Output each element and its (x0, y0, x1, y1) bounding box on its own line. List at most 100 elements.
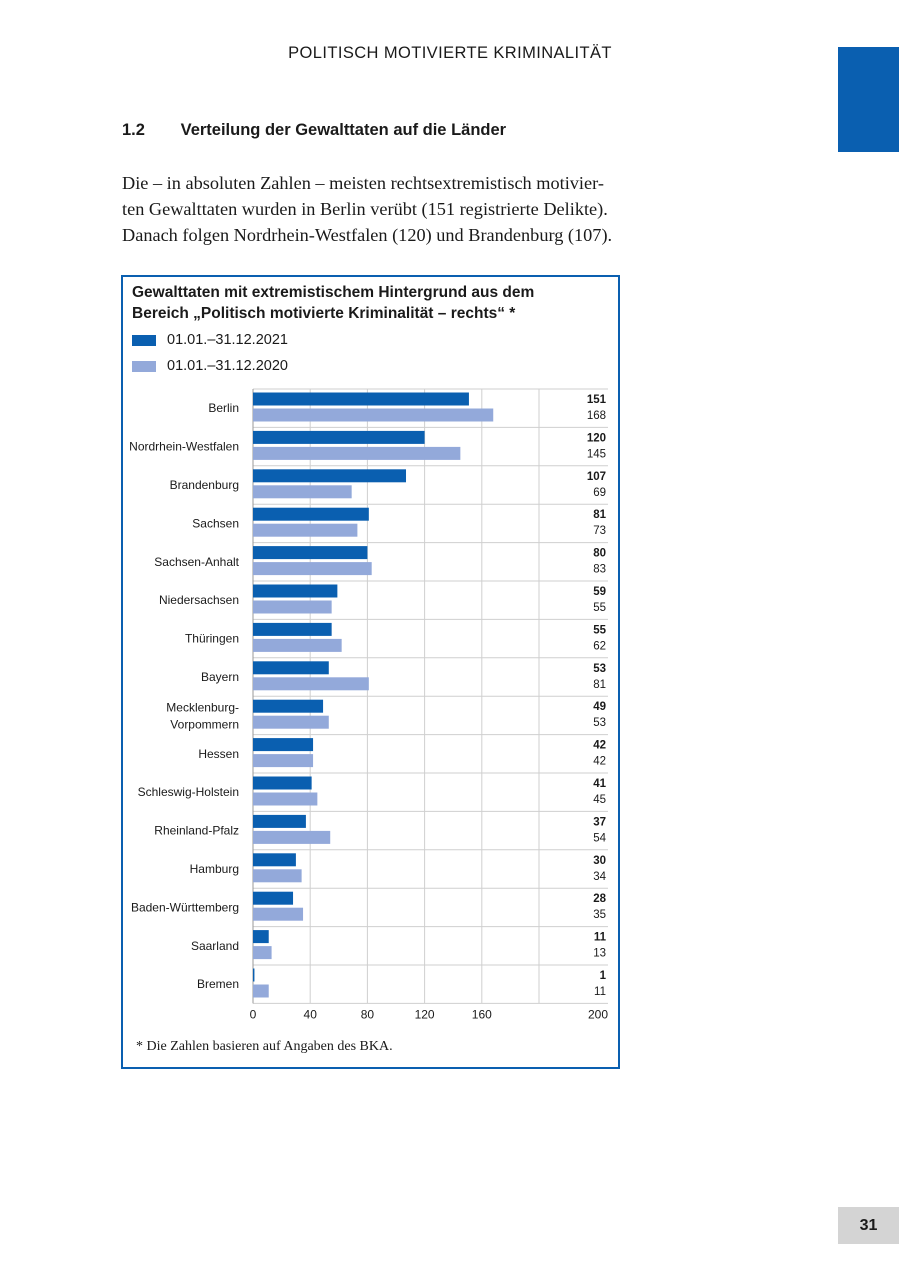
category-label: Bayern (201, 670, 239, 684)
chart-title-line: Bereich „Politisch motivierte Kriminalit… (132, 305, 516, 322)
value-label-2021: 81 (593, 509, 606, 521)
paragraph-line: ten Gewalttaten wurden in Berlin verübt … (122, 199, 608, 219)
chart-title: Gewalttaten mit extremistischem Hintergr… (132, 282, 602, 324)
bar-2020 (253, 830, 331, 844)
x-tick-label: 80 (361, 1007, 375, 1021)
running-header: POLITISCH MOTIVIERTE KRIMINALITÄT (288, 44, 612, 62)
bar-2020 (253, 562, 372, 576)
value-label-2021: 107 (587, 471, 606, 483)
value-label-2021: 28 (593, 893, 606, 905)
bar-2021 (253, 738, 314, 752)
legend-swatch-2020 (132, 360, 156, 372)
chart-title-line: Gewalttaten mit extremistischem Hintergr… (132, 284, 535, 301)
bar-2021 (253, 469, 407, 483)
category-label: Bremen (197, 977, 239, 991)
category-label: Niedersachsen (159, 593, 239, 607)
bar-2021 (253, 661, 329, 675)
category-label: Brandenburg (170, 478, 239, 492)
bar-2021 (253, 891, 294, 905)
category-label: Hamburg (190, 862, 239, 876)
bar-2020 (253, 946, 272, 960)
value-label-2020: 54 (593, 832, 606, 844)
value-label-2020: 11 (594, 986, 606, 998)
bar-2021 (253, 392, 469, 406)
bar-2021 (253, 507, 369, 521)
value-label-2020: 73 (593, 525, 606, 537)
value-label-2020: 35 (593, 909, 606, 921)
value-label-2020: 45 (593, 794, 606, 806)
bar-2020 (253, 907, 304, 921)
value-label-2020: 62 (593, 640, 606, 652)
value-label-2020: 69 (593, 487, 606, 499)
bar-2021 (253, 853, 296, 867)
x-tick-label: 40 (304, 1007, 318, 1021)
chapter-tab-marker (838, 47, 899, 152)
bar-2020 (253, 984, 269, 998)
legend-swatch-2021 (132, 334, 156, 346)
paragraph-line: Die – in absoluten Zahlen – meisten rech… (122, 173, 604, 193)
value-label-2020: 42 (593, 756, 606, 768)
bar-2020 (253, 446, 461, 460)
paragraph-line: Danach folgen Nordrhein-Westfalen (120) … (122, 225, 613, 245)
bar-2021 (253, 968, 255, 982)
category-label: Baden-Württemberg (131, 900, 239, 914)
value-label-2021: 37 (593, 816, 606, 828)
x-tick-label: 160 (472, 1007, 492, 1021)
value-label-2021: 59 (593, 586, 606, 598)
value-label-2020: 145 (587, 448, 606, 460)
value-label-2021: 11 (594, 932, 607, 944)
value-label-2020: 81 (593, 679, 606, 691)
value-label-2021: 80 (593, 548, 606, 560)
bar-2021 (253, 776, 312, 790)
bar-2020 (253, 408, 494, 422)
section-number: 1.2 (122, 121, 145, 139)
bar-2020 (253, 485, 352, 499)
x-tick-label: 200 (588, 1007, 608, 1021)
legend-item-2021: 01.01.–31.12.2021 (132, 332, 288, 348)
bar-2020 (253, 869, 302, 883)
bar-2020 (253, 792, 318, 806)
x-tick-label: 0 (250, 1007, 257, 1021)
bar-2020 (253, 715, 329, 729)
x-tick-label: 120 (415, 1007, 435, 1021)
category-label: Sachsen-Anhalt (154, 555, 239, 569)
bar-2021 (253, 622, 332, 636)
value-label-2020: 83 (593, 564, 606, 576)
category-label: Saarland (191, 939, 239, 953)
chart-frame (121, 275, 620, 1069)
bar-2021 (253, 430, 425, 444)
category-label: Vorpommern (170, 717, 239, 731)
body-paragraph: Die – in absoluten Zahlen – meisten rech… (122, 170, 642, 248)
category-label: Berlin (208, 401, 239, 415)
category-label: Rheinland-Pfalz (154, 824, 239, 838)
value-label-2021: 41 (593, 778, 606, 790)
bar-2020 (253, 754, 314, 768)
value-label-2021: 55 (593, 624, 606, 636)
bar-2020 (253, 638, 342, 652)
bar-2021 (253, 584, 338, 598)
value-label-2021: 30 (593, 855, 606, 867)
category-label: Hessen (198, 747, 239, 761)
bar-2021 (253, 930, 269, 944)
chart-footnote: * Die Zahlen basieren auf Angaben des BK… (136, 1039, 393, 1054)
category-label: Schleswig-Holstein (138, 785, 239, 799)
legend-label-2021: 01.01.–31.12.2021 (167, 332, 288, 348)
legend-label-2020: 01.01.–31.12.2020 (167, 358, 288, 374)
bar-2021 (253, 699, 324, 713)
category-label: Thüringen (185, 632, 239, 646)
bar-2020 (253, 523, 358, 537)
value-label-2021: 151 (587, 394, 607, 406)
value-label-2020: 13 (593, 948, 606, 960)
section-heading: 1.2 Verteilung der Gewalttaten auf die L… (122, 121, 506, 140)
value-label-2021: 1 (600, 970, 607, 982)
category-label: Mecklenburg- (166, 700, 239, 714)
section-title: Verteilung der Gewalttaten auf die Lände… (180, 121, 507, 139)
value-label-2021: 53 (593, 663, 606, 675)
bar-2021 (253, 814, 306, 828)
page-number: 31 (838, 1207, 899, 1244)
value-label-2020: 34 (593, 871, 606, 883)
category-label: Nordrhein-Westfalen (129, 440, 239, 454)
value-label-2021: 120 (587, 432, 606, 444)
bar-2020 (253, 677, 369, 691)
